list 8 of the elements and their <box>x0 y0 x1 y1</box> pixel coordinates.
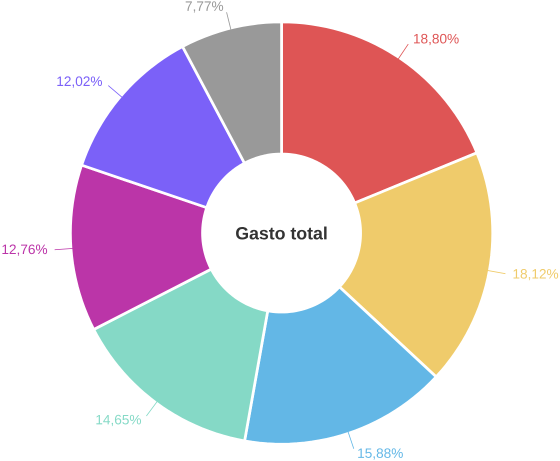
data-label: 7,77% <box>186 1 224 13</box>
data-label: 15,88% <box>358 448 403 460</box>
data-label: 12,76% <box>2 244 48 256</box>
data-label: 18,12% <box>513 269 558 280</box>
text: Gasto total <box>236 226 327 240</box>
data-label: 14,65% <box>96 414 142 426</box>
data-label: 12,02% <box>57 76 102 88</box>
data-label: 18,80% <box>414 34 459 46</box>
